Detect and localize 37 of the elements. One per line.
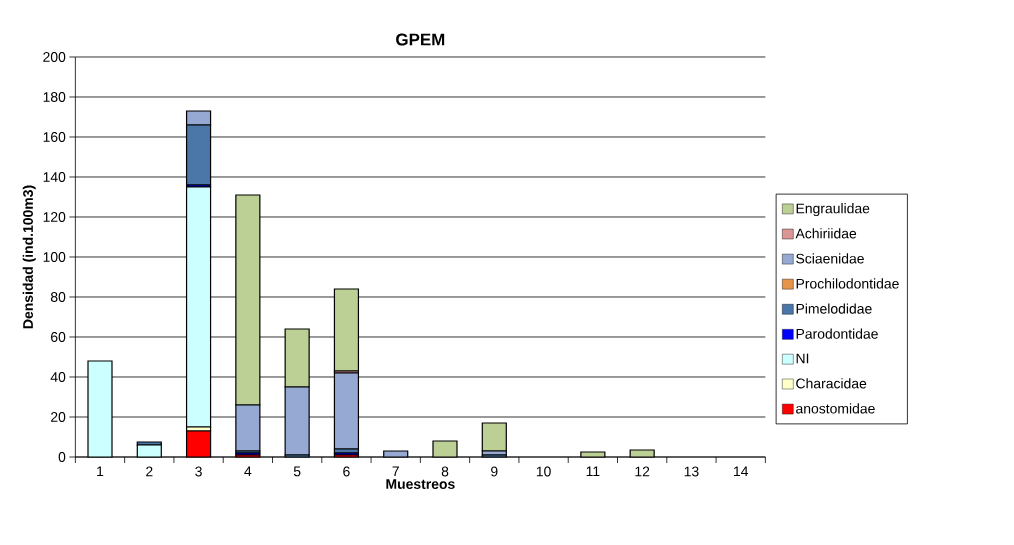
x-tick-label: 8 (441, 466, 449, 477)
legend-label: Sciaenidae (796, 253, 864, 264)
x-tick-label: 10 (536, 466, 551, 477)
x-tick-label: 7 (392, 466, 399, 477)
x-tick-label: 12 (635, 466, 650, 477)
y-tick-label: 100 (43, 252, 66, 262)
x-tick-label: 4 (244, 466, 252, 477)
legend-label: NI (796, 353, 809, 364)
legend-label: Engraulidae (796, 203, 870, 217)
x-tick-label: 3 (195, 466, 202, 477)
x-tick-label: 14 (734, 466, 749, 477)
legend-label: Characidae (796, 378, 867, 389)
chart-title: GPEM (396, 33, 445, 46)
y-tick-label: 0 (58, 452, 66, 462)
legend-label: Pimelodidae (796, 303, 872, 314)
y-tick-label: 20 (51, 412, 66, 422)
x-tick-label: 5 (293, 466, 301, 477)
y-tick-label: 60 (51, 332, 66, 342)
x-tick-label: 11 (586, 466, 600, 477)
x-tick-label: 2 (146, 466, 153, 477)
legend-label: Achiriidae (795, 228, 857, 239)
y-tick-label: 180 (43, 92, 66, 102)
x-axis-title: Muestreos (386, 479, 455, 489)
x-tick-label: 9 (491, 466, 498, 477)
y-tick-label: 40 (50, 372, 66, 382)
x-tick-label: 13 (684, 466, 699, 477)
legend-label: anostomidae (796, 403, 875, 414)
y-tick-label: 160 (43, 132, 66, 142)
legend-label: Prochilodontidae (796, 278, 899, 289)
y-axis-title: Densidad (ind.100m3) (22, 185, 36, 329)
y-tick-label: 140 (43, 172, 66, 182)
y-tick-label: 120 (43, 212, 66, 222)
y-tick-label: 80 (50, 292, 66, 302)
legend-label: Parodontidae (796, 328, 878, 339)
y-tick-label: 200 (43, 52, 66, 62)
x-tick-label: 1 (97, 466, 104, 477)
x-tick-label: 6 (343, 466, 350, 477)
